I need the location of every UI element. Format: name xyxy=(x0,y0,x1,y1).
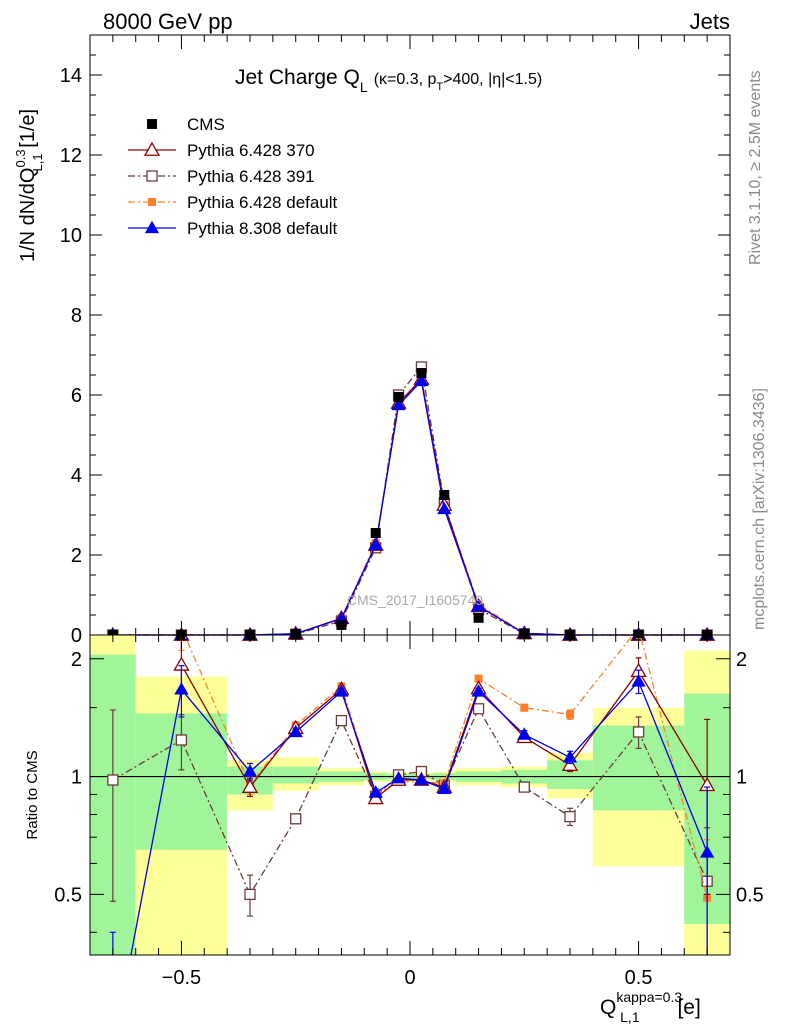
ratio-point-p6def xyxy=(474,674,483,683)
legend-marker-p6def xyxy=(148,198,156,206)
legend-label-p6def: Pythia 6.428 default xyxy=(187,193,338,212)
ratio-y-tick-label: 1 xyxy=(71,767,82,789)
ratio-point-p8def xyxy=(437,781,452,795)
main-y-tick-label: 12 xyxy=(60,145,82,167)
xlabel-main: Q xyxy=(600,996,616,1019)
ratio-point-p6def xyxy=(520,703,529,712)
main-ylabel: 1/N dN/dQ0.3 L,1 [1/e] xyxy=(13,109,45,262)
ratio-point-p8def xyxy=(414,772,429,786)
ratio-point-p391 xyxy=(472,703,485,715)
ratio-point-p8def xyxy=(391,770,406,784)
ylabel-unit: [1/e] xyxy=(17,109,39,153)
legend-label-p370: Pythia 6.428 370 xyxy=(187,141,315,160)
main-y-tick-label: 8 xyxy=(71,305,82,327)
title-cond-prefix: (κ=0.3, p xyxy=(374,71,437,88)
main-point-data xyxy=(416,368,427,378)
xlabel-sup: kappa=0.3 xyxy=(616,989,682,1005)
ratio-y-tick-label: 0.5 xyxy=(54,884,82,906)
ratio-point-p370 xyxy=(561,756,579,771)
ratio-point-p391 xyxy=(518,781,530,793)
main-panel: 0 2 4 6 8 10 12 14 xyxy=(60,34,731,647)
legend-label-p8def: Pythia 8.308 default xyxy=(187,219,338,238)
title-main: Jet Charge Q xyxy=(235,66,360,89)
ratio-band-inner xyxy=(272,766,319,784)
main-point-data xyxy=(519,628,530,639)
main-point-data xyxy=(370,528,381,538)
legend-label-p391: Pythia 6.428 391 xyxy=(187,167,315,186)
main-y-tick-label: 2 xyxy=(71,545,82,567)
ratio-x-tick-label: 0 xyxy=(404,967,415,989)
legend-marker-p8def xyxy=(144,220,160,234)
main-point-p8def xyxy=(471,598,486,612)
ratio-point-p8def xyxy=(288,724,303,738)
ratio-point-p391 xyxy=(564,810,576,823)
main-frame xyxy=(89,34,731,636)
main-point-data xyxy=(439,490,450,500)
main-point-p8def xyxy=(368,537,383,551)
ratio-point-p391 xyxy=(335,714,348,727)
ratio-point-p8def xyxy=(562,749,578,763)
title-cond-sub: T xyxy=(436,81,443,93)
main-point-data xyxy=(473,612,484,623)
legend-marker-p391 xyxy=(146,170,158,182)
mcplots-label: mcplots.cern.ch [arXiv:1306.3436] xyxy=(751,388,768,630)
ratio-point-p391 xyxy=(244,888,256,901)
ratio-y-tick-label-right: 0.5 xyxy=(736,884,764,906)
ratio-point-p8def xyxy=(174,682,189,695)
ratio-point-p391 xyxy=(290,813,302,825)
ratio-point-p8def xyxy=(517,727,532,740)
main-y-tick-label: 14 xyxy=(60,65,82,87)
ratio-y-tick-label-right: 2 xyxy=(736,649,747,671)
ratio-ylabel: Ratio to CMS xyxy=(24,750,41,839)
legend: CMS Pythia 6.428 370 Pythia 6.428 391 Pythi… xyxy=(128,115,338,238)
legend-label-data: CMS xyxy=(187,115,225,134)
main-point-data xyxy=(393,392,404,402)
legend-marker-p370 xyxy=(143,141,161,156)
main-y-tick-label: 4 xyxy=(71,465,82,487)
xlabel-sub: L,1 xyxy=(620,1009,640,1024)
ratio-series-line-p391 xyxy=(112,707,708,896)
x-axis-label: Qkappa=0.3 L,1 [e] xyxy=(600,989,701,1024)
ylabel-sub: L,1 xyxy=(30,153,45,171)
ratio-point-p8def xyxy=(334,684,349,697)
ratio-point-p8def xyxy=(471,684,486,697)
title-cond-suffix: >400, |η|<1.5) xyxy=(443,71,542,88)
ratio-point-p6def xyxy=(566,710,574,719)
main-point-p8def xyxy=(391,397,406,411)
main-y-tick-label: 0 xyxy=(71,625,82,647)
ratio-y-tick-label: 2 xyxy=(71,649,82,671)
ylabel-main: 1/N dN/dQ xyxy=(17,168,39,262)
ratio-series-line-p8def xyxy=(130,680,708,955)
chart-title: Jet Charge QL (κ=0.3, pT>400, |η|<1.5) xyxy=(235,66,542,95)
ratio-x-tick-label: −0.5 xyxy=(162,967,201,989)
ratio-point-p391 xyxy=(107,774,119,786)
ratio-x-tick-label: 0.5 xyxy=(625,967,653,989)
ratio-panel: 0.5 0.5 1 1 2 2 −0.5 0 0.5 xyxy=(54,634,764,989)
ratio-point-p8def xyxy=(700,845,715,858)
ratio-point-p8def xyxy=(368,785,383,798)
ratio-point-p391 xyxy=(175,734,188,746)
ratio-point-p8def xyxy=(242,764,258,777)
header-left: 8000 GeV pp xyxy=(103,9,233,34)
rivet-label: Rivet 3.1.10, ≥ 2.5M events xyxy=(747,70,764,265)
main-y-tick-label: 6 xyxy=(71,385,82,407)
title-main-sub: L xyxy=(360,79,368,95)
main-y-tick-label: 10 xyxy=(60,225,82,247)
header-right: Jets xyxy=(690,9,730,34)
ratio-point-p370 xyxy=(241,778,259,793)
ratio-plot-area xyxy=(90,635,730,955)
ratio-point-p391 xyxy=(632,726,645,738)
ratio-point-p8def xyxy=(631,674,646,687)
main-point-data xyxy=(336,620,347,630)
main-point-p8def xyxy=(414,373,429,387)
ratio-y-tick-label-right: 1 xyxy=(736,767,747,789)
watermark: CMS_2017_I1605749 xyxy=(347,592,483,608)
main-point-data xyxy=(290,629,301,640)
main-point-p8def xyxy=(437,501,452,515)
ylabel-sup: 0.3 xyxy=(13,149,28,167)
xlabel-unit: [e] xyxy=(672,996,701,1019)
legend-marker-data xyxy=(147,119,157,129)
